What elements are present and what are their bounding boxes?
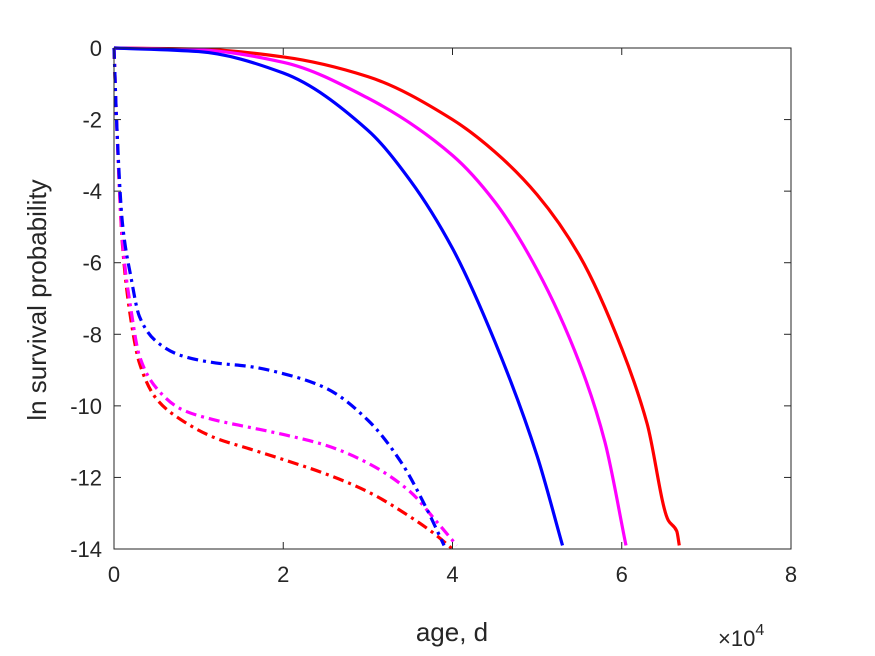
x-exponent-label: ×104 bbox=[718, 622, 764, 651]
series-layer bbox=[112, 46, 681, 551]
y-tick-label: 0 bbox=[90, 36, 102, 61]
y-tick-label: -6 bbox=[82, 251, 102, 276]
x-tick-label: 4 bbox=[446, 562, 458, 587]
y-axis-title: ln survival probability bbox=[22, 179, 52, 420]
series-line-2 bbox=[113, 46, 628, 546]
series-line-1 bbox=[113, 46, 681, 546]
x-tick-label: 6 bbox=[616, 562, 628, 587]
x-axis-title: age, d bbox=[416, 617, 488, 647]
x-tick-label: 8 bbox=[785, 562, 797, 587]
y-tick-label: -4 bbox=[82, 179, 102, 204]
y-tick-label: -10 bbox=[70, 394, 102, 419]
series-line-6 bbox=[112, 47, 446, 547]
y-tick-label: -14 bbox=[70, 537, 102, 562]
series-line-5 bbox=[112, 47, 458, 547]
plot-area bbox=[114, 48, 791, 549]
x-tick-label: 2 bbox=[277, 562, 289, 587]
y-tick-label: -12 bbox=[70, 465, 102, 490]
axis-layer: 0 2 4 6 8 0 -2 -4 -6 -8 -10 -12 -14 bbox=[70, 36, 797, 587]
x-exponent-base: ×10 bbox=[718, 626, 755, 651]
series-line-3 bbox=[113, 46, 565, 546]
x-tick-label: 0 bbox=[108, 562, 120, 587]
y-tick-label: -8 bbox=[82, 322, 102, 347]
y-tick-label: -2 bbox=[82, 108, 102, 133]
x-exponent-power: 4 bbox=[755, 622, 764, 639]
